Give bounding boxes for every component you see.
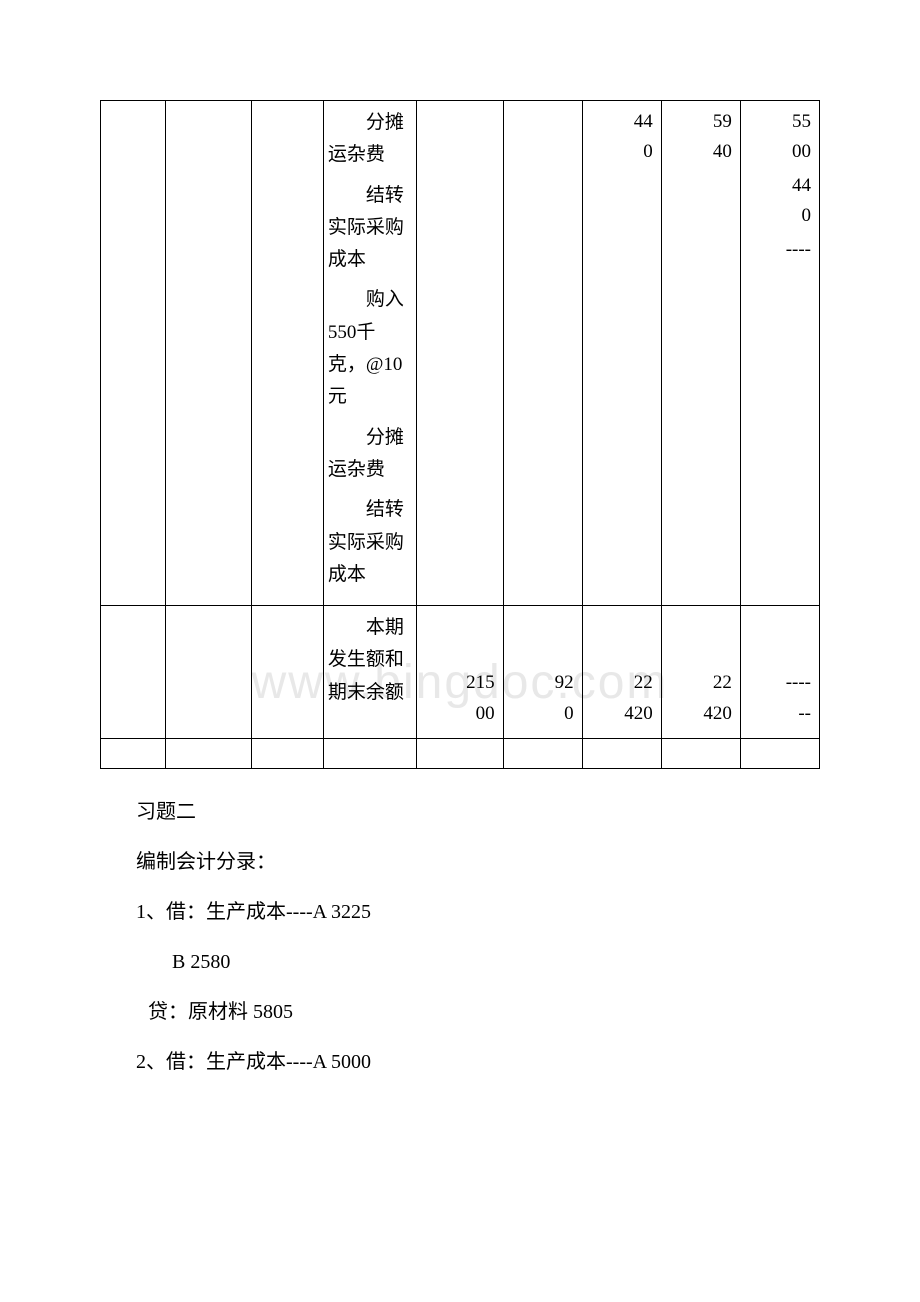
table-row: 分摊运杂费 结转实际采购成本 购入 550千克，@10元 分摊运杂费 结转实际采… <box>101 101 820 606</box>
table-cell-empty <box>101 606 166 739</box>
table-cell-empty <box>101 101 166 606</box>
cell-value: 21500 <box>421 668 494 729</box>
table-row-empty <box>101 738 820 768</box>
table-row: 本期发生额和期末余额 21500 920 22420 22420 ------ <box>101 606 820 739</box>
desc-item: 分摊运杂费 <box>328 107 412 172</box>
cell-value: 920 <box>508 668 574 729</box>
cell-value: 440 <box>745 171 811 232</box>
exercise-title: 习题二 <box>136 793 820 831</box>
table-cell-empty <box>582 738 661 768</box>
desc-item: 购入 550千克，@10元 <box>328 284 412 413</box>
table-cell-value: ------ <box>740 606 819 739</box>
table-cell-empty <box>417 738 503 768</box>
table-cell-value: 5500 440 ---- <box>740 101 819 606</box>
cell-value: 440 <box>587 107 653 168</box>
table-cell-empty <box>251 101 323 606</box>
text-section: 习题二 编制会计分录： 1、借：生产成本----A 3225 B 2580 贷：… <box>100 793 820 1081</box>
desc-item: 本期发生额和期末余额 <box>328 612 412 709</box>
table-cell-empty <box>740 738 819 768</box>
cell-value: 5500 <box>745 107 811 168</box>
table-cell-value: 22420 <box>661 606 740 739</box>
cell-value: 22420 <box>666 668 732 729</box>
table-cell-value: 920 <box>503 606 582 739</box>
table-cell-empty <box>503 738 582 768</box>
table-cell-value: 440 <box>582 101 661 606</box>
table-cell-empty <box>503 101 582 606</box>
table-cell-description: 本期发生额和期末余额 <box>323 606 416 739</box>
journal-entry-line: 贷：原材料 5805 <box>136 993 820 1031</box>
accounting-table: 分摊运杂费 结转实际采购成本 购入 550千克，@10元 分摊运杂费 结转实际采… <box>100 100 820 769</box>
accounting-table-wrapper: 分摊运杂费 结转实际采购成本 购入 550千克，@10元 分摊运杂费 结转实际采… <box>100 100 820 769</box>
table-cell-empty <box>323 738 416 768</box>
page-content: 分摊运杂费 结转实际采购成本 购入 550千克，@10元 分摊运杂费 结转实际采… <box>100 100 820 1081</box>
journal-entry-line: B 2580 <box>136 943 820 981</box>
table-cell-description: 分摊运杂费 结转实际采购成本 购入 550千克，@10元 分摊运杂费 结转实际采… <box>323 101 416 606</box>
desc-item: 分摊运杂费 <box>328 422 412 487</box>
table-cell-value: 22420 <box>582 606 661 739</box>
table-cell-empty <box>251 738 323 768</box>
cell-value: 22420 <box>587 668 653 729</box>
table-cell-value: 21500 <box>417 606 503 739</box>
table-cell-empty <box>417 101 503 606</box>
preparation-label: 编制会计分录： <box>136 843 820 881</box>
journal-entry-line: 1、借：生产成本----A 3225 <box>136 893 820 931</box>
table-cell-empty <box>661 738 740 768</box>
table-cell-value: 5940 <box>661 101 740 606</box>
table-cell-empty <box>251 606 323 739</box>
table-cell-empty <box>165 606 251 739</box>
table-cell-empty <box>165 738 251 768</box>
cell-value: ---- <box>745 235 811 265</box>
journal-entry-line: 2、借：生产成本----A 5000 <box>136 1043 820 1081</box>
desc-item: 结转实际采购成本 <box>328 180 412 277</box>
table-cell-empty <box>165 101 251 606</box>
cell-value: ------ <box>745 668 811 729</box>
desc-item: 结转实际采购成本 <box>328 494 412 591</box>
cell-value: 5940 <box>666 107 732 168</box>
table-cell-empty <box>101 738 166 768</box>
